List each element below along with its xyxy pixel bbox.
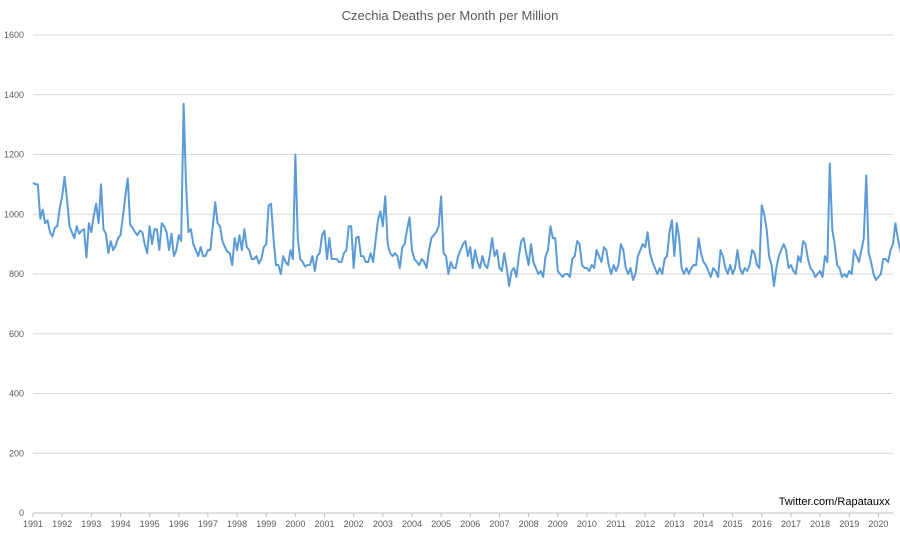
y-tick-label: 600 [9, 329, 24, 339]
x-tick-labels: 1991 1992 1993 1994 1995 1996 1997 1998 1999 2000… [23, 513, 888, 529]
x-tick-label: 1992 [52, 519, 72, 529]
x-tick-label: 2018 [810, 519, 830, 529]
y-tick-label: 1600 [4, 30, 24, 40]
x-tick-label: 2013 [664, 519, 684, 529]
y-tick-label: 200 [9, 448, 24, 458]
attribution-text: Twitter.com/Rapatauxx [778, 496, 890, 508]
y-tick-label: 800 [9, 269, 24, 279]
x-tick-label: 2003 [373, 519, 393, 529]
x-tick-label: 2019 [839, 519, 859, 529]
y-tick-label: 1400 [4, 90, 24, 100]
x-tick-label: 2005 [431, 519, 451, 529]
x-tick-label: 2014 [693, 519, 713, 529]
series-line-0 [32, 102, 900, 287]
x-tick-label: 2015 [723, 519, 743, 529]
x-tick-label: 2001 [315, 519, 335, 529]
y-tick-label: 0 [19, 508, 24, 518]
x-tick-label: 2007 [489, 519, 509, 529]
x-tick-label: 2017 [781, 519, 801, 529]
x-tick-label: 2016 [752, 519, 772, 529]
x-tick-label: 1995 [140, 519, 160, 529]
x-tick-label: 2008 [519, 519, 539, 529]
x-tick-label: 2004 [402, 519, 422, 529]
x-tick-label: 2006 [460, 519, 480, 529]
x-tick-label: 1991 [23, 519, 43, 529]
y-tick-label: 400 [9, 389, 24, 399]
x-tick-label: 2020 [868, 519, 888, 529]
x-tick-label: 2009 [548, 519, 568, 529]
y-tick-label: 1000 [4, 209, 24, 219]
grid-lines [33, 34, 893, 514]
x-tick-label: 2002 [344, 519, 364, 529]
y-tick-label: 1200 [4, 150, 24, 160]
chart-title: Czechia Deaths per Month per Million [341, 8, 559, 23]
series-layer [32, 102, 900, 287]
x-tick-label: 1994 [110, 519, 130, 529]
x-tick-label: 2011 [606, 519, 625, 529]
x-tick-label: 1998 [227, 519, 247, 529]
x-tick-label: 1996 [169, 519, 189, 529]
x-tick-label: 2012 [635, 519, 655, 529]
x-tick-label: 1993 [81, 519, 101, 529]
x-tick-label: 2000 [285, 519, 305, 529]
x-tick-label: 2010 [577, 519, 597, 529]
x-tick-label: 1999 [256, 519, 276, 529]
y-tick-labels: 0 200 400 600 800 1000 1200 1400 1600 [4, 30, 24, 518]
x-tick-label: 1997 [198, 519, 218, 529]
